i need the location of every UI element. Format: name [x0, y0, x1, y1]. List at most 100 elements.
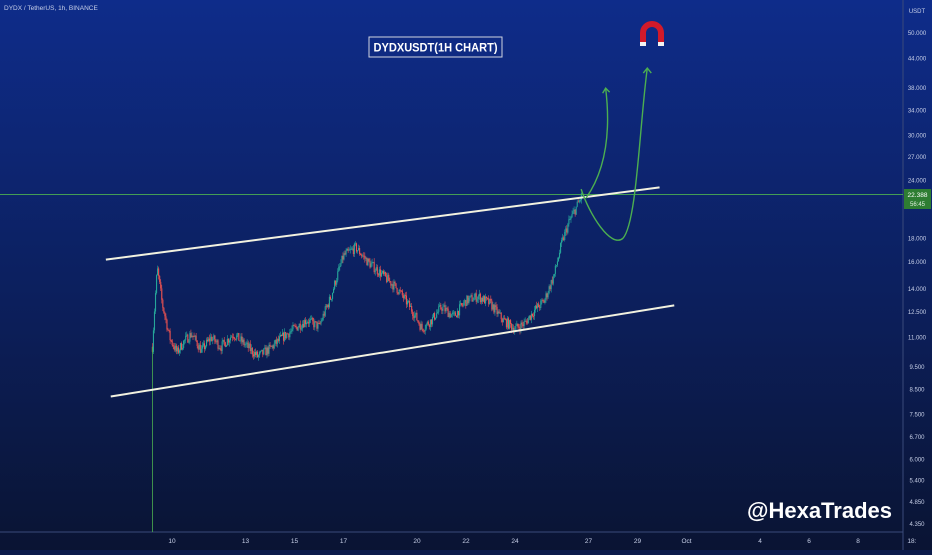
candle — [288, 333, 290, 340]
candle — [178, 348, 181, 356]
candle — [301, 320, 303, 332]
candle — [234, 336, 236, 342]
candle — [441, 307, 443, 315]
candle — [252, 350, 254, 360]
candle — [569, 216, 571, 221]
candle — [168, 329, 170, 333]
candle — [502, 315, 504, 323]
candle — [246, 339, 248, 348]
time-axis-label: 27 — [585, 538, 593, 545]
price-axis-label: 44.000 — [908, 57, 927, 63]
candle — [210, 333, 212, 346]
candle — [523, 318, 525, 330]
candle — [194, 334, 196, 341]
time-axis-label: Oct — [681, 538, 691, 545]
candle — [220, 345, 222, 355]
candle — [459, 300, 461, 319]
candle — [526, 318, 528, 325]
candle — [568, 215, 570, 227]
candle — [347, 246, 349, 253]
candle — [174, 343, 176, 353]
candle — [305, 319, 308, 328]
price-axis-label: 24.000 — [908, 179, 927, 185]
candle — [292, 322, 294, 332]
candle — [207, 336, 209, 343]
candle — [187, 333, 189, 343]
candle — [287, 332, 289, 335]
candle — [314, 319, 316, 331]
candle — [179, 342, 182, 354]
candle — [465, 299, 467, 309]
candle — [317, 320, 319, 333]
candle — [275, 336, 277, 347]
channel-upper-line — [105, 186, 660, 261]
candle — [272, 344, 274, 351]
candle — [336, 277, 338, 287]
countdown-value: 56:45 — [910, 202, 926, 208]
candle — [181, 341, 183, 351]
candle — [169, 328, 171, 344]
candle — [352, 245, 354, 257]
candle — [397, 291, 399, 296]
candle — [162, 298, 164, 312]
candle — [531, 313, 534, 318]
candle — [410, 303, 412, 307]
price-axis-label: 4.350 — [909, 522, 925, 528]
candle — [225, 344, 227, 347]
price-axis-label: 38.000 — [908, 86, 927, 92]
candle — [156, 274, 158, 295]
candle — [244, 342, 246, 349]
candle — [158, 266, 160, 280]
candle — [557, 256, 560, 262]
candle — [418, 320, 420, 326]
candle — [403, 293, 405, 300]
candle — [536, 301, 538, 310]
candle — [348, 247, 350, 251]
candle — [475, 289, 477, 305]
candle — [457, 310, 460, 319]
candle — [202, 340, 204, 348]
candle — [409, 297, 411, 310]
candle — [427, 320, 429, 326]
candle — [222, 339, 224, 345]
candle — [190, 329, 192, 339]
candle — [370, 260, 372, 268]
price-axis-labels: 50.000 44.000 38.000 34.000 30.000 27.000 24.0… — [908, 31, 927, 528]
candle — [172, 342, 174, 350]
candle — [242, 336, 244, 345]
candle — [421, 321, 423, 332]
candle — [472, 297, 474, 302]
candle — [570, 215, 572, 223]
candle — [391, 283, 393, 289]
candle — [443, 303, 445, 307]
candle — [223, 336, 225, 346]
price-axis-label: 7.500 — [909, 412, 925, 418]
candle — [377, 272, 379, 277]
candle — [371, 258, 373, 267]
candle — [320, 317, 322, 326]
candle — [455, 315, 457, 318]
candle — [245, 341, 247, 348]
candle — [550, 279, 552, 293]
candle — [354, 241, 356, 247]
candle — [420, 320, 422, 331]
candle — [381, 270, 384, 275]
candle — [173, 342, 175, 352]
candle — [360, 252, 362, 256]
candle — [535, 304, 537, 313]
candle — [466, 294, 468, 307]
candle — [425, 323, 427, 331]
time-axis-label: 6 — [807, 538, 811, 545]
candle — [265, 345, 267, 356]
currency-label: USDT — [909, 9, 926, 15]
candle — [200, 345, 202, 353]
candle — [247, 340, 249, 352]
candle — [551, 276, 553, 286]
candle — [299, 320, 301, 334]
candle — [578, 199, 580, 204]
candle — [258, 354, 260, 361]
candle — [304, 317, 307, 328]
candle — [338, 264, 340, 272]
candle — [412, 309, 414, 320]
candle — [375, 264, 377, 271]
